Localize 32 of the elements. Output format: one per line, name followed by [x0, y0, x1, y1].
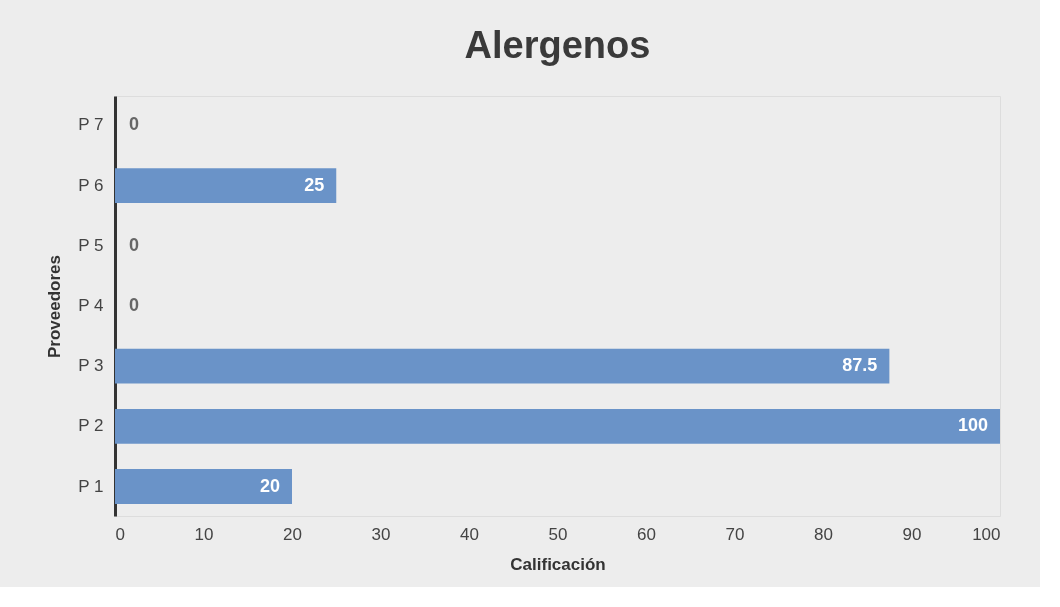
x-tick-label: 70 — [725, 524, 745, 544]
x-tick-label: 80 — [814, 524, 833, 544]
x-axis-title: Calificación — [510, 554, 606, 574]
x-tick-label: 20 — [283, 524, 302, 544]
bar — [115, 469, 292, 504]
x-tick-label: 40 — [460, 524, 479, 544]
x-tick-label: 0 — [115, 524, 125, 544]
y-axis-title: Proveedores — [44, 255, 64, 358]
data-label: 25 — [304, 174, 325, 195]
y-tick-label: P 7 — [78, 115, 104, 135]
x-tick-label: 60 — [637, 524, 656, 544]
y-tick-label: P 6 — [78, 175, 104, 195]
bar — [115, 408, 1000, 444]
x-tick-label: 30 — [371, 524, 391, 544]
y-tick-label: P 4 — [78, 296, 104, 315]
x-tick-label: 50 — [548, 524, 568, 544]
data-label: 100 — [957, 415, 988, 436]
data-label: 20 — [259, 475, 280, 496]
bar — [115, 348, 890, 384]
x-tick-label: 90 — [902, 524, 922, 544]
data-label: 0 — [129, 295, 140, 315]
bar — [115, 168, 337, 204]
data-label: 87.5 — [842, 355, 878, 376]
y-tick-label: P 5 — [78, 235, 104, 255]
y-tick-label: P 3 — [78, 356, 104, 376]
data-label: 0 — [129, 114, 140, 135]
x-tick-label: 100 — [972, 524, 1001, 544]
x-tick-label: 10 — [194, 524, 214, 544]
y-tick-label: P 1 — [78, 476, 104, 496]
y-tick-label: P 2 — [78, 416, 104, 436]
chart-title: Alergenos — [464, 24, 651, 66]
data-label: 0 — [129, 234, 140, 255]
